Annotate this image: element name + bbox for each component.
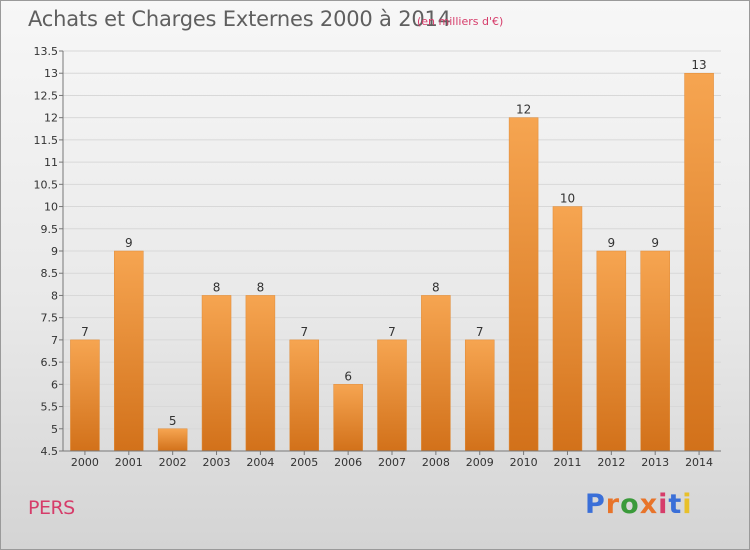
chart-title: Achats et Charges Externes 2000 à 2014 [28, 7, 451, 31]
y-tick-label: 12.5 [34, 89, 59, 102]
bar-2006 [333, 384, 363, 452]
bar-2004 [245, 295, 276, 452]
y-tick-label: 11 [44, 156, 58, 169]
bar-value-label: 6 [344, 369, 352, 383]
chart-subtitle: (en milliers d'€) [417, 15, 504, 28]
x-tick-label: 2004 [246, 456, 274, 469]
bar-value-label: 10 [560, 192, 575, 206]
bar-2000 [70, 339, 100, 452]
y-tick-label: 9 [51, 245, 58, 258]
bar-value-label: 12 [516, 103, 531, 117]
y-tick-label: 8 [51, 289, 58, 302]
x-tick-label: 2007 [378, 456, 406, 469]
logo-letter: o [620, 489, 640, 520]
x-tick-label: 2013 [641, 456, 669, 469]
commune-name: PERS [28, 497, 75, 519]
bar-2011 [552, 206, 583, 452]
bar-2003 [201, 295, 232, 452]
bar-2001 [114, 250, 144, 452]
y-tick-label: 9.5 [41, 223, 59, 236]
x-tick-label: 2012 [597, 456, 625, 469]
bar-2010 [508, 117, 539, 452]
y-tick-label: 5 [51, 423, 58, 436]
bar-2014 [684, 72, 714, 452]
logo-letter: i [658, 489, 669, 520]
bar-2008 [421, 295, 451, 452]
y-tick-label: 13 [44, 67, 58, 80]
x-tick-label: 2006 [334, 456, 362, 469]
x-tick-label: 2002 [159, 456, 187, 469]
x-tick-label: 2003 [203, 456, 231, 469]
bar-value-label: 9 [608, 236, 616, 250]
x-tick-label: 2008 [422, 456, 450, 469]
y-tick-label: 10 [44, 201, 58, 214]
bar-2007 [377, 339, 407, 452]
x-tick-label: 2010 [510, 456, 538, 469]
x-tick-label: 2005 [290, 456, 318, 469]
bar-value-label: 7 [388, 325, 396, 339]
y-tick-label: 6 [51, 378, 58, 391]
logo-letter: P [585, 489, 606, 520]
bar-value-label: 8 [213, 280, 221, 294]
bar-2009 [464, 339, 495, 452]
bar-value-label: 7 [476, 325, 484, 339]
bar-value-label: 5 [169, 414, 177, 428]
axes: 4.5 5 5.5 6 6.5 7 7.5 8 8.5 9 9.5 10 10.5 11 11.5 12 12.… [34, 45, 721, 469]
y-tick-label: 6.5 [41, 356, 59, 369]
logo-letter: t [668, 489, 683, 520]
logo-letter: x [639, 489, 659, 520]
y-tick-label: 5.5 [41, 401, 59, 414]
bar-value-label: 8 [257, 280, 265, 294]
bar-value-label: 8 [432, 280, 440, 294]
x-tick-label: 2001 [115, 456, 143, 469]
x-tick-label: 2009 [466, 456, 494, 469]
bar-value-label: 9 [125, 236, 133, 250]
bar-value-label: 7 [81, 325, 89, 339]
bar-2013 [640, 250, 670, 452]
y-tick-label: 7.5 [41, 312, 59, 325]
y-tick-label: 12 [44, 112, 58, 125]
y-tick-label: 13.5 [34, 45, 59, 58]
y-tick-label: 10.5 [34, 178, 59, 191]
x-tick-label: 2014 [685, 456, 713, 469]
bar-value-label: 9 [651, 236, 659, 250]
proxiti-logo[interactable]: Proxiti [585, 489, 693, 520]
y-tick-label: 4.5 [41, 445, 59, 458]
bar-value-label: 7 [300, 325, 308, 339]
x-tick-label: 2011 [553, 456, 581, 469]
logo-letter: i [682, 489, 693, 520]
y-tick-label: 11.5 [34, 134, 59, 147]
bar-2002 [157, 428, 188, 452]
y-tick-label: 8.5 [41, 267, 59, 280]
x-tick-label: 2000 [71, 456, 99, 469]
bar-2005 [289, 339, 320, 452]
bar-2012 [596, 250, 627, 452]
bars: 7 9 5 8 8 7 6 7 8 7 12 10 9 9 13 [70, 58, 714, 452]
logo-letter: r [605, 489, 621, 520]
bar-value-label: 13 [691, 58, 706, 72]
y-tick-label: 7 [51, 334, 58, 347]
